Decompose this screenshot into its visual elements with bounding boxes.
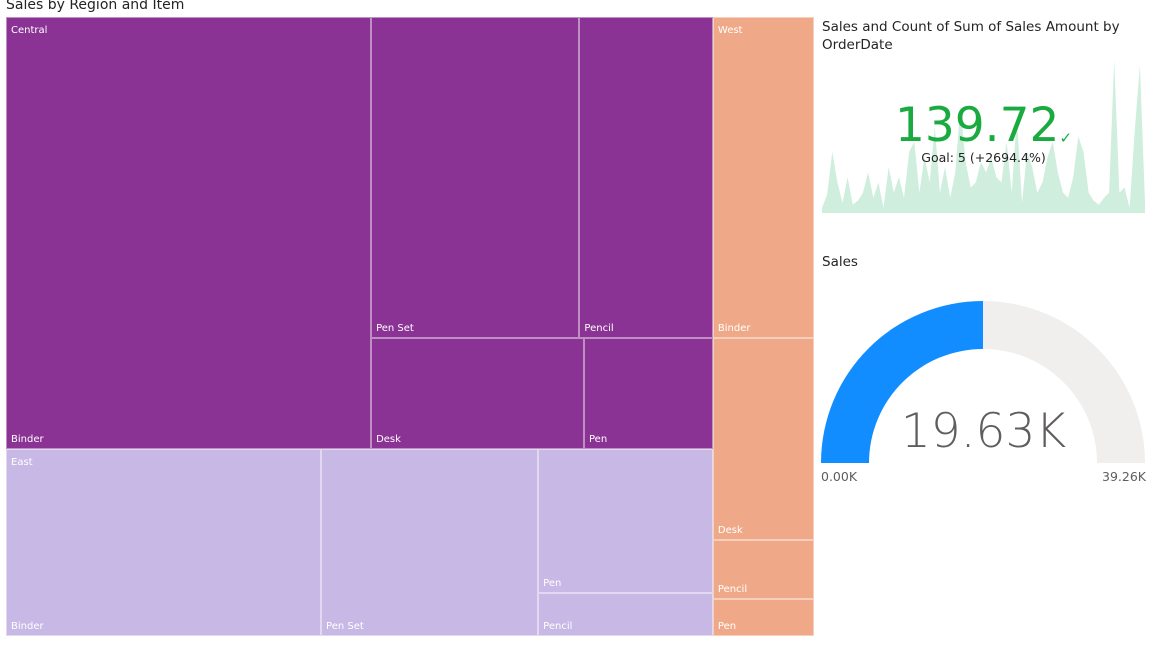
treemap-tile-central-desk[interactable]: Desk [371,338,584,449]
treemap-item-label: Desk [717,525,743,537]
treemap-group-label: West [717,25,743,36]
treemap-item-label: Pencil [584,323,614,335]
treemap-item-label: Binder [717,323,751,335]
treemap-tile-west-binder[interactable]: West Binder [712,17,814,339]
treemap-item-label: Binder [11,620,44,632]
gauge-title: Sales [822,254,858,270]
treemap-tile-west-pen[interactable]: Pen [712,599,814,636]
treemap-tile-central-pen-set[interactable]: Pen Set [371,17,580,339]
treemap-item-label: Desk [376,433,401,445]
kpi-title: Sales and Count of Sum of Sales Amount b… [822,19,1120,53]
kpi-value: 139.72✓ [822,98,1145,154]
treemap-item-label: Pen [543,578,562,590]
treemap-item-label: Pen Set [376,323,414,335]
treemap-item-label: Pen Set [326,620,364,632]
treemap-tile-central-pencil[interactable]: Pencil [579,17,713,339]
treemap-group-label: Central [11,25,48,36]
treemap-group-label: East [11,456,33,468]
treemap-item-label: Pencil [543,620,573,632]
treemap-tile-east-pen-set[interactable]: Pen Set [321,448,539,636]
treemap-title: Sales by Region and Item [6,0,185,13]
treemap-tile-central-binder[interactable]: Central Binder [6,17,372,449]
kpi-goal: Goal: 5 (+2694.4%) [921,150,1046,165]
treemap-item-label: Pen [589,433,608,445]
kpi-trend-series [822,60,1145,213]
kpi-trend-area [822,60,1145,213]
treemap-tile-east-binder[interactable]: East Binder [6,448,322,636]
check-icon: ✓ [1059,129,1073,147]
gauge-chart[interactable] [820,300,1146,470]
treemap-item-label: Binder [11,433,44,445]
gauge-max-label: 39.26K [1102,469,1146,484]
treemap-tile-east-pencil[interactable]: Pencil [538,593,713,636]
treemap-item-label: Pencil [717,584,748,596]
treemap-tile-central-pen[interactable]: Pen [584,338,713,449]
kpi-value-number: 139.72 [894,98,1060,153]
gauge-fill[interactable] [821,301,983,463]
treemap-tile-west-desk[interactable]: Desk [712,338,814,541]
treemap-chart[interactable]: Central Binder Pen Set Pencil Desk Pen East Bin… [6,17,814,636]
treemap-tile-west-pencil[interactable]: Pencil [712,540,814,600]
gauge-value: 19.63K [900,404,1067,459]
treemap-item-label: Pen [717,620,737,632]
treemap-tile-east-pen[interactable]: Pen [538,448,713,594]
gauge-min-label: 0.00K [821,469,858,484]
